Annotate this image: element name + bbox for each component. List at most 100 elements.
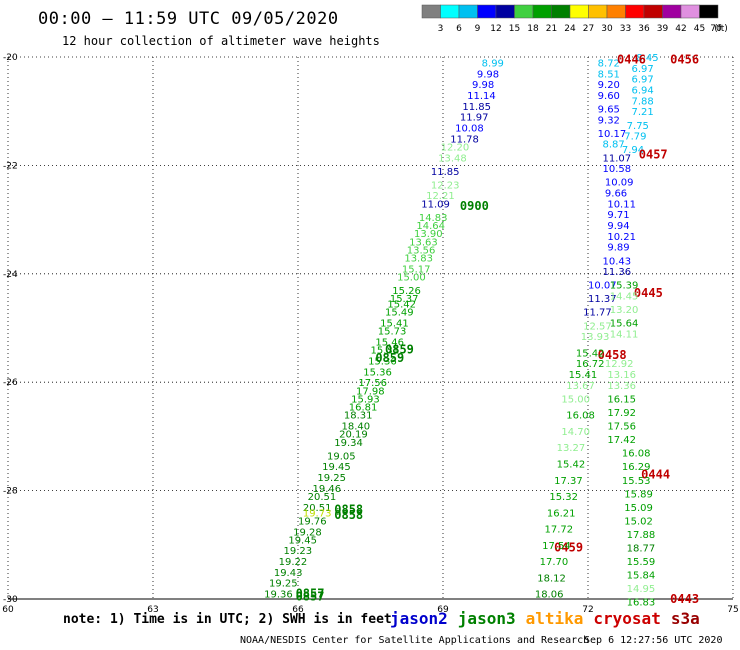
wave-height-value: 11.85 <box>431 167 460 178</box>
wave-height-value: 19.46 <box>313 484 342 495</box>
wave-height-value: 15.64 <box>610 319 639 330</box>
wave-height-value: 11.07 <box>603 153 632 164</box>
wave-height-value: 15.89 <box>624 489 653 500</box>
wave-height-value: 17.70 <box>540 557 569 568</box>
wave-height-value: 14.83 <box>419 213 448 224</box>
x-tick-label: 60 <box>2 605 14 615</box>
wave-height-value: 19.25 <box>269 579 298 590</box>
scale-label: 70 <box>710 24 722 34</box>
wave-height-value: 19.28 <box>293 527 322 538</box>
wave-height-value: 13.16 <box>607 370 636 381</box>
wave-height-value: 12.92 <box>605 359 634 370</box>
wave-height-value: 7.75 <box>627 121 649 132</box>
scale-unit: (ft) <box>714 24 728 34</box>
wave-height-value: 15.42 <box>387 300 416 311</box>
wave-height-value: 15.53 <box>622 476 651 487</box>
wave-height-value: 16.15 <box>607 394 636 405</box>
scale-label: 12 <box>490 24 501 34</box>
wave-height-value: 15.41 <box>569 370 598 381</box>
scale-label: 6 <box>456 24 462 34</box>
wave-height-value: 13.67 <box>566 381 595 392</box>
wave-height-value: 13.36 <box>607 381 636 392</box>
wave-height-value: 10.43 <box>603 256 632 267</box>
wave-height-value: 11.14 <box>467 91 496 102</box>
wave-height-value: 15.36 <box>363 367 392 378</box>
wave-height-value: 18.31 <box>344 411 373 422</box>
scale-label: 36 <box>638 24 650 34</box>
wave-height-value: 17.56 <box>607 422 636 433</box>
wave-height-value: 14.11 <box>610 329 639 340</box>
wave-height-value: 16.72 <box>576 359 605 370</box>
wave-height-value: 12.23 <box>431 180 460 191</box>
wave-height-value: 15.31 <box>371 346 400 357</box>
scale-label: 9 <box>475 24 481 34</box>
wave-height-value: 15.46 <box>375 338 404 349</box>
wave-height-value: 11.37 <box>588 294 617 305</box>
scale-label: 39 <box>657 24 669 34</box>
pass-time-label: 0859 <box>375 351 404 365</box>
wave-height-value: 15.17 <box>402 264 431 275</box>
wave-height-value: 13.83 <box>404 254 433 265</box>
wave-height-value: 16.21 <box>547 508 576 519</box>
wave-height-value: 7.94 <box>622 145 644 156</box>
wave-height-value: 15.09 <box>624 503 653 514</box>
wave-height-value: 13.27 <box>557 443 586 454</box>
wave-height-value: 17.72 <box>545 525 574 536</box>
wave-height-value: 10.09 <box>605 178 634 189</box>
wave-height-value: 12.57 <box>583 321 612 332</box>
scale-label: 27 <box>583 24 594 34</box>
wave-height-value: 19.22 <box>279 557 308 568</box>
series-jason2-east: 8.728.519.209.609.659.3210.178.8711.0710… <box>554 53 699 606</box>
legend-entry-s3a: s3a <box>670 609 700 628</box>
wave-height-value: 9.32 <box>598 115 620 126</box>
wave-height-value: 14.64 <box>416 221 445 232</box>
scale-label: 18 <box>527 24 539 34</box>
wave-height-value: 8.45 <box>636 53 658 64</box>
pass-time-label: 0456 <box>670 53 699 67</box>
x-tick-label: 66 <box>292 605 304 615</box>
wave-height-value: 9.65 <box>598 104 620 115</box>
legend-entry-jason3: jason3 <box>457 609 516 628</box>
wave-height-value: 9.20 <box>598 80 620 91</box>
wave-height-value: 11.36 <box>603 267 632 278</box>
pass-time-label: 0858 <box>334 508 363 522</box>
wave-height-value: 13.20 <box>610 305 639 316</box>
wave-height-value: 8.87 <box>603 140 625 151</box>
wave-height-value: 19.45 <box>288 535 317 546</box>
wave-height-value: 17.98 <box>356 386 385 397</box>
wave-height-value: 13.48 <box>438 153 467 164</box>
wave-height-value: 11.77 <box>583 308 612 319</box>
page-subtitle: 12 hour collection of altimeter wave hei… <box>62 34 380 48</box>
wave-height-value: 15.84 <box>627 571 656 582</box>
wave-height-value: 13.56 <box>407 245 436 256</box>
wave-height-value: 17.42 <box>607 435 636 446</box>
wave-height-value: 15.37 <box>390 294 419 305</box>
wave-height-value: 7.79 <box>624 132 646 143</box>
wave-height-value: 12.21 <box>426 191 455 202</box>
wave-height-value: 9.98 <box>472 80 494 91</box>
wave-height-value: 17.56 <box>358 378 387 389</box>
x-tick-label: 69 <box>437 605 449 615</box>
wave-height-value: 14.70 <box>561 427 590 438</box>
y-tick-label: -26 <box>3 378 18 388</box>
wave-height-value: 18.40 <box>342 422 371 433</box>
wave-height-value: 7.21 <box>632 107 654 118</box>
pass-time-label: 0900 <box>460 199 489 213</box>
wave-height-value: 15.49 <box>385 308 414 319</box>
wave-height-value: 14.45 <box>610 291 639 302</box>
wave-height-value: 16.08 <box>622 449 651 460</box>
wave-height-value: 11.85 <box>462 102 491 113</box>
wave-height-value: 11.09 <box>421 199 450 210</box>
scale-label: 21 <box>546 24 557 34</box>
pass-time-label: 0446 <box>617 53 646 67</box>
y-tick-label: -24 <box>3 270 18 280</box>
pass-time-label: 0857 <box>296 589 325 603</box>
scale-label: 3 <box>438 24 444 34</box>
wave-height-value: 20.51 <box>308 492 337 503</box>
wave-height-value: 6.97 <box>632 64 654 75</box>
wave-height-value: 15.26 <box>392 286 421 297</box>
wave-height-value: 15.73 <box>378 327 407 338</box>
wave-height-value: 19.34 <box>334 438 363 449</box>
